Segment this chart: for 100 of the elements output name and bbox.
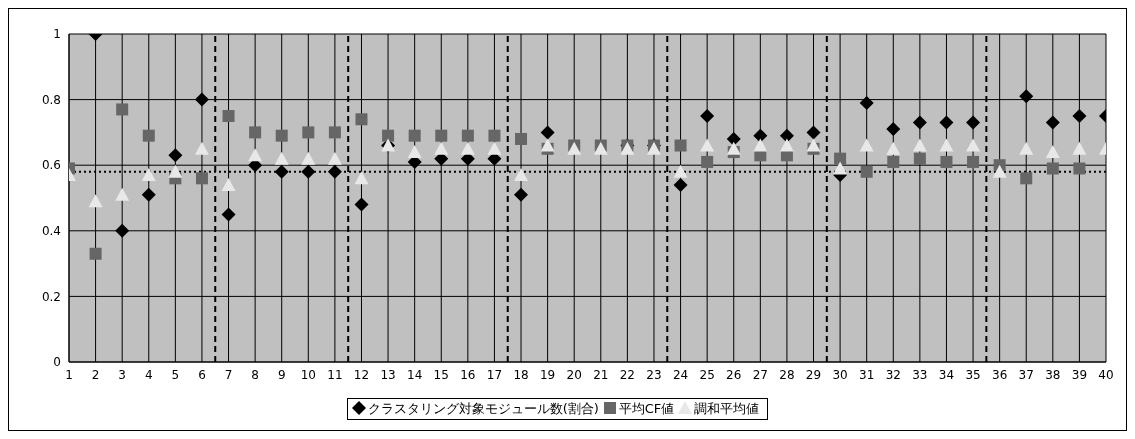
x-tick-label: 29 bbox=[805, 367, 822, 382]
point bbox=[515, 132, 528, 145]
point bbox=[912, 115, 927, 130]
point bbox=[1045, 115, 1060, 130]
point bbox=[673, 177, 688, 192]
x-tick-label: 32 bbox=[885, 367, 901, 382]
y-tick-label: 0.8 bbox=[41, 92, 61, 107]
point bbox=[726, 131, 741, 146]
point bbox=[913, 152, 926, 165]
point bbox=[779, 128, 794, 143]
x-tick-label: 13 bbox=[380, 367, 396, 382]
point bbox=[886, 122, 901, 137]
point bbox=[194, 141, 209, 155]
point bbox=[966, 115, 981, 130]
y-tick-label: 0.4 bbox=[41, 224, 61, 239]
x-tick-label: 30 bbox=[832, 367, 848, 382]
point bbox=[354, 197, 369, 212]
point bbox=[141, 187, 156, 202]
x-tick-label: 4 bbox=[144, 367, 153, 382]
point bbox=[89, 247, 102, 260]
point bbox=[860, 165, 873, 178]
x-tick-label: 10 bbox=[300, 367, 316, 382]
point bbox=[1046, 162, 1059, 175]
point bbox=[487, 141, 502, 155]
point bbox=[1072, 141, 1087, 155]
point bbox=[221, 207, 236, 222]
x-tick-label: 24 bbox=[672, 367, 689, 382]
point bbox=[301, 164, 316, 179]
point bbox=[88, 194, 103, 208]
point bbox=[460, 141, 475, 155]
x-tick-label: 9 bbox=[277, 367, 286, 382]
x-tick-label: 37 bbox=[1018, 367, 1034, 382]
x-tick-label: 35 bbox=[965, 367, 981, 382]
point bbox=[834, 152, 847, 165]
x-tick-label: 7 bbox=[224, 367, 233, 382]
point bbox=[753, 138, 768, 152]
point bbox=[488, 129, 501, 142]
point bbox=[806, 125, 821, 140]
x-tick-label: 31 bbox=[859, 367, 875, 382]
y-tick-label: 1 bbox=[53, 27, 61, 42]
point bbox=[939, 138, 954, 152]
point bbox=[221, 177, 236, 191]
x-tick-label: 11 bbox=[327, 367, 343, 382]
point bbox=[435, 129, 448, 142]
x-tick-label: 3 bbox=[118, 367, 126, 382]
point bbox=[833, 161, 848, 175]
point bbox=[354, 171, 369, 185]
point bbox=[1045, 145, 1060, 159]
x-tick-label: 28 bbox=[779, 367, 795, 382]
point bbox=[328, 126, 341, 139]
x-tick-label: 12 bbox=[353, 367, 370, 382]
point bbox=[116, 103, 129, 116]
point bbox=[700, 109, 715, 123]
x-tick-label: 26 bbox=[726, 367, 742, 382]
point bbox=[1072, 109, 1087, 123]
x-tick-label: 23 bbox=[646, 367, 662, 382]
point bbox=[514, 187, 529, 202]
legend-label: 平均CF値 bbox=[618, 401, 675, 416]
legend-label: クラスタリング対象モジュール数(割合) bbox=[367, 401, 599, 416]
x-tick-label: 22 bbox=[619, 367, 636, 382]
point bbox=[1019, 141, 1034, 155]
point bbox=[249, 126, 262, 139]
point bbox=[806, 138, 821, 152]
x-tick-label: 2 bbox=[91, 367, 100, 382]
x-tick-label: 1 bbox=[65, 367, 73, 382]
point bbox=[327, 151, 342, 165]
point bbox=[248, 148, 263, 162]
point bbox=[726, 141, 741, 155]
point bbox=[168, 164, 183, 178]
x-tick-label: 33 bbox=[912, 367, 928, 382]
point bbox=[540, 138, 555, 152]
point bbox=[461, 129, 474, 142]
point bbox=[859, 138, 874, 152]
y-tick-label: 0.6 bbox=[41, 158, 61, 173]
point bbox=[939, 115, 954, 130]
x-tick-label: 40 bbox=[1098, 367, 1114, 382]
y-tick-label: 0 bbox=[53, 355, 61, 370]
point bbox=[514, 168, 529, 182]
point bbox=[275, 129, 288, 142]
x-tick-label: 17 bbox=[486, 367, 503, 382]
point bbox=[434, 141, 449, 155]
point bbox=[940, 155, 953, 168]
point bbox=[700, 138, 715, 152]
point bbox=[382, 129, 395, 142]
x-tick-label: 34 bbox=[938, 367, 955, 382]
point bbox=[1073, 162, 1086, 175]
x-tick-label: 39 bbox=[1071, 367, 1088, 382]
point bbox=[887, 155, 900, 168]
point bbox=[115, 187, 130, 201]
point bbox=[912, 138, 927, 152]
x-tick-label: 5 bbox=[171, 367, 180, 382]
point bbox=[966, 138, 981, 152]
point bbox=[142, 129, 155, 142]
point bbox=[540, 125, 555, 140]
point bbox=[301, 151, 316, 165]
point bbox=[222, 110, 235, 122]
point bbox=[674, 139, 687, 152]
point bbox=[886, 141, 901, 155]
point bbox=[408, 129, 421, 142]
point bbox=[701, 155, 714, 168]
